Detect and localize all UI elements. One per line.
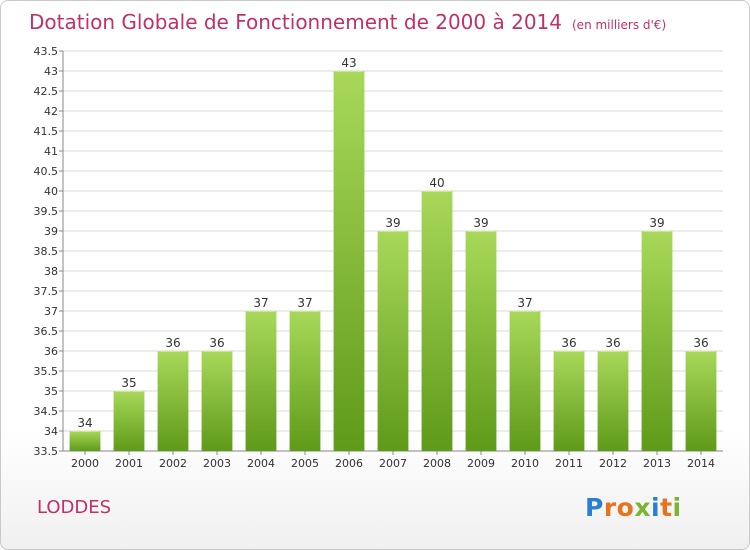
bar-value-label: 39: [385, 216, 400, 230]
x-tick-label: 2002: [159, 457, 187, 470]
logo-letter: x: [634, 493, 651, 522]
y-tick-label: 37.5: [34, 285, 59, 298]
x-tick-label: 2000: [71, 457, 99, 470]
bar: [685, 351, 717, 451]
bar: [157, 351, 189, 451]
bar: [201, 351, 233, 451]
bar: [289, 311, 321, 451]
x-tick-label: 2013: [643, 457, 671, 470]
y-tick-label: 38: [44, 265, 58, 278]
x-tick-label: 2009: [467, 457, 495, 470]
bar: [69, 431, 101, 451]
bar: [245, 311, 277, 451]
y-tick-label: 34: [44, 425, 58, 438]
bar-value-label: 35: [121, 376, 136, 390]
commune-name: LODDES: [37, 497, 112, 518]
bar: [465, 231, 497, 451]
bar-value-label: 36: [605, 336, 620, 350]
bar: [333, 71, 365, 451]
y-tick-label: 40.5: [34, 165, 59, 178]
bar: [641, 231, 673, 451]
x-tick-label: 2007: [379, 457, 407, 470]
y-tick-label: 41: [44, 145, 58, 158]
logo-letter: P: [585, 493, 604, 522]
bar: [597, 351, 629, 451]
bar-value-label: 40: [429, 176, 444, 190]
bar-value-label: 39: [649, 216, 664, 230]
proxiti-logo: Proxiti: [585, 493, 682, 522]
bar: [377, 231, 409, 451]
bar-value-label: 39: [473, 216, 488, 230]
bar: [509, 311, 541, 451]
x-tick-label: 2006: [335, 457, 363, 470]
y-tick-label: 41.5: [34, 125, 59, 138]
y-tick-label: 33.5: [34, 445, 59, 458]
x-tick-label: 2008: [423, 457, 451, 470]
x-tick-label: 2003: [203, 457, 231, 470]
bar-value-label: 37: [517, 296, 532, 310]
x-tick-label: 2011: [555, 457, 583, 470]
x-tick-label: 2005: [291, 457, 319, 470]
y-tick-label: 42.5: [34, 85, 59, 98]
y-tick-label: 37: [44, 305, 58, 318]
bar-value-label: 36: [209, 336, 224, 350]
y-tick-label: 43: [44, 65, 58, 78]
bar-value-label: 34: [77, 416, 92, 430]
x-tick-label: 2004: [247, 457, 275, 470]
chart-subtitle: (en milliers d'€): [572, 18, 667, 32]
x-tick-label: 2014: [687, 457, 715, 470]
x-tick-label: 2001: [115, 457, 143, 470]
bar-value-label: 37: [297, 296, 312, 310]
bar-chart: 33.5 34 34.5 35 35.5 36 36.5 37 37.5 38 38.5 39 39.5…: [34, 45, 723, 470]
y-tick-label: 34.5: [34, 405, 59, 418]
bar: [113, 391, 145, 451]
x-tick-label: 2010: [511, 457, 539, 470]
bar-value-label: 36: [693, 336, 708, 350]
logo-letter: i: [672, 493, 682, 522]
y-tick-label: 39: [44, 225, 58, 238]
y-tick-label: 35: [44, 385, 58, 398]
bar-value-label: 43: [341, 56, 356, 70]
y-tick-label: 42: [44, 105, 58, 118]
logo-letter: i: [651, 493, 661, 522]
y-tick-label: 35.5: [34, 365, 59, 378]
bar-value-label: 37: [253, 296, 268, 310]
y-tick-label: 39.5: [34, 205, 59, 218]
y-tick-label: 38.5: [34, 245, 59, 258]
x-tick-label: 2012: [599, 457, 627, 470]
chart-title: Dotation Globale de Fonctionnement de 20…: [29, 10, 666, 34]
bar: [421, 191, 453, 451]
y-tick-label: 43.5: [34, 45, 59, 58]
bar: [553, 351, 585, 451]
logo-letter: t: [660, 493, 673, 522]
bar-value-label: 36: [165, 336, 180, 350]
chart-title-text: Dotation Globale de Fonctionnement de 20…: [29, 10, 562, 34]
y-tick-label: 36.5: [34, 325, 59, 338]
y-tick-label: 40: [44, 185, 58, 198]
logo-letter: r: [603, 493, 617, 522]
bar-value-label: 36: [561, 336, 576, 350]
y-tick-label: 36: [44, 345, 58, 358]
logo-letter: o: [616, 493, 635, 522]
